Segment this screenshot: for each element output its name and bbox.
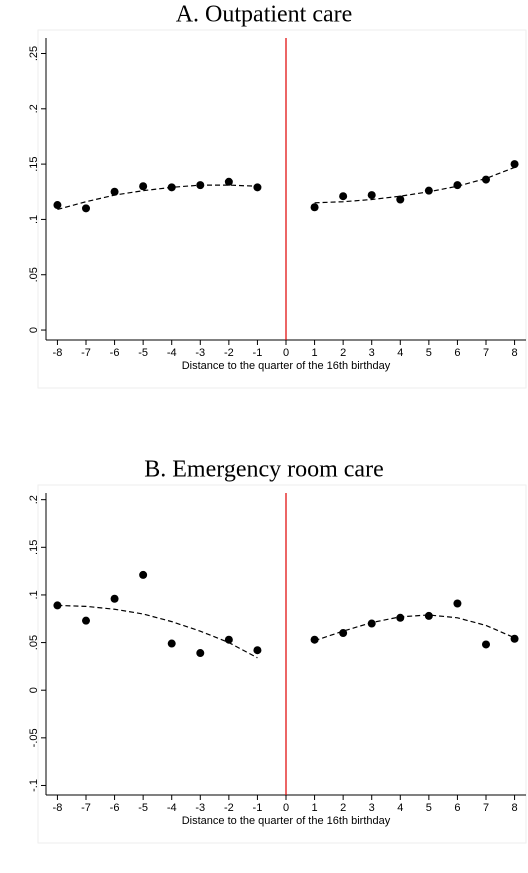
data-point (453, 599, 462, 608)
x-tick-label: -5 (138, 347, 148, 359)
y-tick-label: 0 (28, 687, 40, 693)
x-tick-label: 1 (312, 802, 318, 814)
x-tick-label: -6 (110, 802, 120, 814)
y-tick-label: .2 (28, 495, 40, 504)
data-point (196, 649, 205, 658)
fit-line (57, 604, 515, 659)
y-tick-label: -.05 (28, 728, 40, 747)
data-point (396, 613, 405, 622)
x-tick-label: 3 (369, 347, 375, 359)
chart-title: A. Outpatient care (176, 2, 353, 28)
x-tick-label: 2 (340, 347, 346, 359)
data-point (253, 646, 262, 655)
x-axis-label: Distance to the quarter of the 16th birt… (182, 360, 391, 372)
x-tick-label: -6 (110, 347, 120, 359)
data-point (367, 191, 376, 200)
x-tick-label: -8 (53, 347, 63, 359)
x-tick-label: -2 (224, 802, 234, 814)
y-tick-label: .15 (28, 156, 40, 171)
data-point (110, 187, 119, 196)
x-tick-label: 7 (483, 347, 489, 359)
chart: A. Outpatient care 0 .05 .1 .15 .2 .25 -8 -7 -6 -5… (28, 2, 527, 389)
x-tick-label: -3 (195, 802, 205, 814)
x-tick-label: -7 (81, 802, 91, 814)
data-point (224, 635, 233, 644)
chart: B. Emergency room care -.1 -.05 0 .05 .1 .15 .2… (28, 457, 527, 844)
y-tick-label: 0 (28, 327, 40, 333)
x-tick-label: 5 (426, 347, 432, 359)
x-tick-label: -8 (53, 802, 63, 814)
x-tick-label: -2 (224, 347, 234, 359)
x-tick-label: 8 (512, 802, 518, 814)
data-point (424, 611, 433, 620)
x-tick-label: -4 (167, 802, 177, 814)
data-point (253, 183, 262, 192)
x-tick-label: -1 (253, 347, 263, 359)
x-tick-label: 6 (454, 802, 460, 814)
x-tick-label: -4 (167, 347, 177, 359)
data-point (224, 177, 233, 186)
x-tick-label: 4 (397, 347, 403, 359)
data-point (482, 175, 490, 184)
data-point (139, 570, 148, 579)
data-point (339, 192, 348, 201)
data-point (82, 616, 90, 625)
data-point (310, 203, 319, 212)
y-tick-label: .1 (28, 215, 40, 224)
x-axis-label: Distance to the quarter of the 16th birt… (182, 815, 391, 827)
data-point (367, 619, 376, 628)
x-tick-label: 0 (283, 802, 289, 814)
data-point (110, 594, 119, 603)
chart-title: B. Emergency room care (144, 457, 383, 483)
y-tick-label: .1 (28, 590, 40, 599)
x-tick-label: 4 (397, 802, 403, 814)
x-tick-label: -1 (253, 802, 263, 814)
x-tick-label: 8 (512, 347, 518, 359)
data-point (424, 186, 433, 195)
x-tick-label: 2 (340, 802, 346, 814)
y-tick-label: .2 (28, 104, 40, 113)
data-point (53, 601, 62, 610)
x-tick-label: 0 (283, 347, 289, 359)
y-tick-label: -.1 (28, 779, 40, 792)
fit-line (57, 166, 515, 211)
data-point (139, 182, 148, 191)
x-tick-label: 6 (454, 347, 460, 359)
plot-region (37, 484, 527, 844)
data-point (510, 160, 519, 169)
data-point (310, 635, 319, 644)
x-tick-label: -3 (195, 347, 205, 359)
data-point (453, 181, 462, 190)
x-tick-label: 7 (483, 802, 489, 814)
data-point (53, 201, 62, 210)
data-point (82, 204, 90, 213)
y-tick-label: .15 (28, 540, 40, 555)
x-tick-label: 5 (426, 802, 432, 814)
data-point (396, 195, 405, 204)
x-tick-label: 1 (312, 347, 318, 359)
plot-region (37, 29, 527, 389)
x-tick-label: 3 (369, 802, 375, 814)
data-point (167, 639, 176, 648)
y-tick-label: .25 (28, 46, 40, 61)
x-tick-label: -5 (138, 802, 148, 814)
y-tick-label: .05 (28, 635, 40, 650)
y-tick-label: .05 (28, 267, 40, 282)
x-tick-label: -7 (81, 347, 91, 359)
data-point (482, 640, 490, 649)
